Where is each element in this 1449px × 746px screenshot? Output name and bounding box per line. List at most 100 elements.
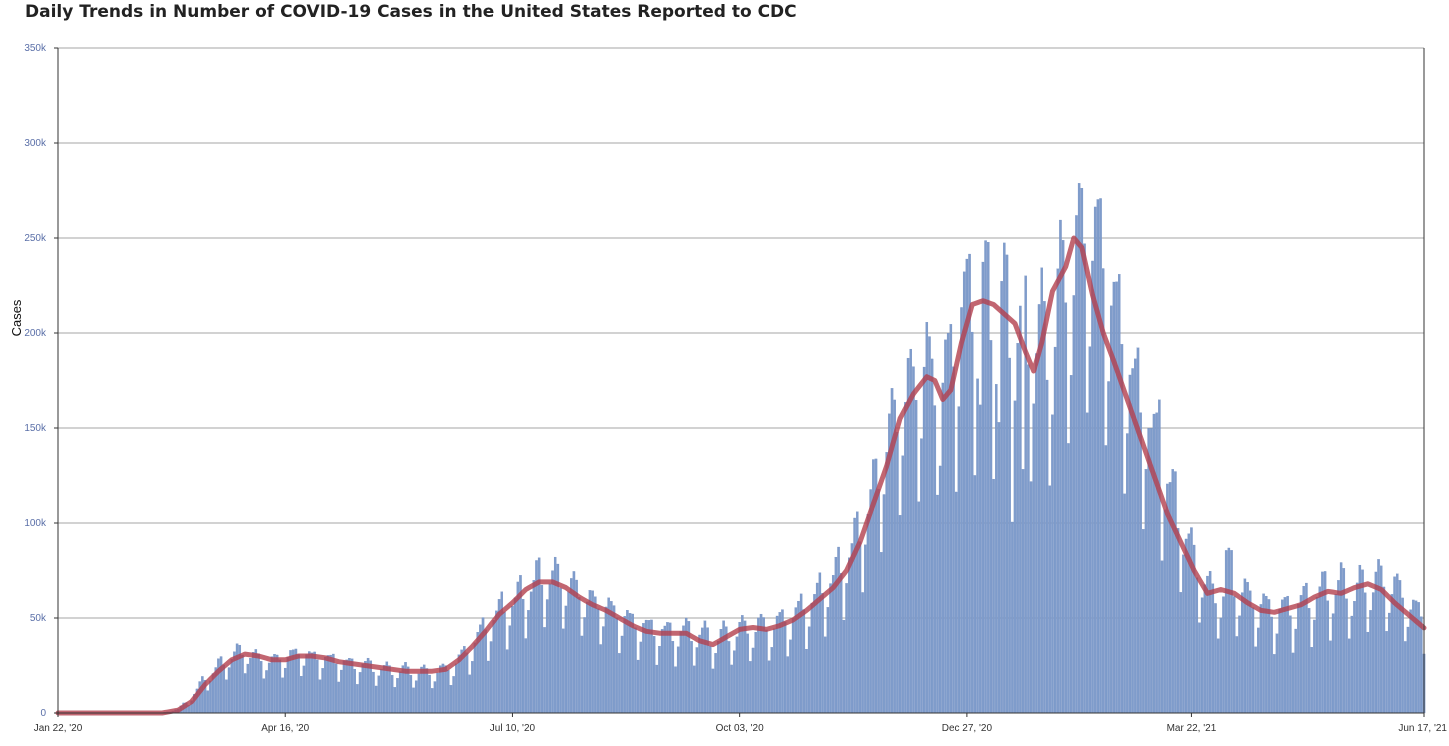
bar xyxy=(639,641,643,714)
bar xyxy=(1053,346,1057,714)
bar xyxy=(628,613,632,714)
bar xyxy=(1096,199,1100,714)
bar xyxy=(1313,619,1316,714)
bar xyxy=(1377,559,1380,714)
bar xyxy=(1227,547,1231,714)
bar xyxy=(631,613,634,714)
bar xyxy=(794,607,798,714)
bar xyxy=(1000,281,1003,714)
bar xyxy=(372,671,375,714)
bar xyxy=(249,658,252,714)
bar xyxy=(473,642,477,714)
bar xyxy=(623,616,626,714)
bar xyxy=(730,664,733,714)
bar xyxy=(1267,599,1271,714)
bar xyxy=(1281,599,1284,714)
bar xyxy=(1409,609,1412,714)
bar xyxy=(428,674,431,714)
bar xyxy=(361,663,364,714)
bar xyxy=(1171,469,1174,714)
bar xyxy=(848,557,851,714)
bar xyxy=(1206,575,1209,714)
bar xyxy=(318,679,322,714)
bar xyxy=(1107,381,1110,714)
bar xyxy=(222,664,225,714)
bar xyxy=(1109,305,1113,714)
bar xyxy=(508,625,512,714)
x-axis-tick-labels: Jan 22, '20 Apr 16, '20 Jul 10, '20 Oct 03,… xyxy=(34,723,1448,734)
bar xyxy=(1190,527,1193,714)
bar xyxy=(767,660,771,714)
bar xyxy=(941,382,945,714)
bar xyxy=(308,651,311,714)
y-tick-label: 100k xyxy=(24,518,47,529)
y-tick-label: 350k xyxy=(24,43,47,54)
bar xyxy=(995,384,998,714)
bar xyxy=(230,658,234,714)
bar xyxy=(310,652,314,714)
y-axis-tick-labels: 0 50k 100k 150k 200k 250k 300k 350k xyxy=(24,43,47,719)
bar xyxy=(1080,187,1084,714)
bar xyxy=(805,648,808,714)
bar xyxy=(1315,596,1319,714)
bar xyxy=(398,671,402,714)
bar xyxy=(1291,652,1295,714)
bar xyxy=(425,668,429,714)
bar xyxy=(1174,471,1177,714)
moving-average-line xyxy=(55,235,1427,716)
bar xyxy=(452,676,455,714)
bar xyxy=(578,597,581,714)
bar xyxy=(412,687,415,714)
bar xyxy=(829,583,832,714)
bar xyxy=(267,662,271,714)
bar xyxy=(390,675,394,714)
bar xyxy=(1385,631,1388,714)
bar xyxy=(449,685,453,714)
bar xyxy=(316,659,319,714)
bar xyxy=(305,654,308,714)
bar xyxy=(920,438,923,714)
bar xyxy=(922,366,926,714)
bar xyxy=(241,654,244,714)
bar xyxy=(906,357,910,714)
bar xyxy=(259,661,263,714)
bar xyxy=(1398,580,1402,714)
bar xyxy=(1069,375,1073,714)
bar xyxy=(286,656,290,714)
bar xyxy=(596,608,600,714)
bar xyxy=(561,628,565,714)
bar xyxy=(529,591,533,714)
bar xyxy=(877,488,880,714)
bar xyxy=(1088,346,1092,714)
bar xyxy=(738,621,741,714)
bar xyxy=(420,666,423,714)
bar xyxy=(615,618,618,714)
bar xyxy=(471,661,474,714)
bar xyxy=(743,620,747,714)
bar xyxy=(270,656,274,714)
bar xyxy=(1216,638,1220,714)
x-tick-label: Mar 22, '21 xyxy=(1167,723,1217,734)
bar xyxy=(933,405,937,714)
bar xyxy=(503,611,506,714)
bar xyxy=(430,688,434,714)
bar xyxy=(717,640,720,714)
bar xyxy=(751,647,755,714)
bar xyxy=(297,654,300,714)
bar xyxy=(1345,598,1348,714)
bar xyxy=(1350,615,1354,714)
bar xyxy=(984,240,987,714)
bar xyxy=(682,625,685,714)
bar xyxy=(896,432,899,714)
bar xyxy=(786,656,790,714)
bar xyxy=(1326,600,1330,714)
bar xyxy=(1067,443,1070,714)
bar xyxy=(1139,412,1142,714)
bar xyxy=(1043,301,1046,714)
bar xyxy=(417,673,421,714)
bar xyxy=(334,663,338,714)
bar xyxy=(679,631,683,714)
bar xyxy=(1184,538,1188,714)
bar xyxy=(928,336,931,714)
bar xyxy=(457,654,461,714)
